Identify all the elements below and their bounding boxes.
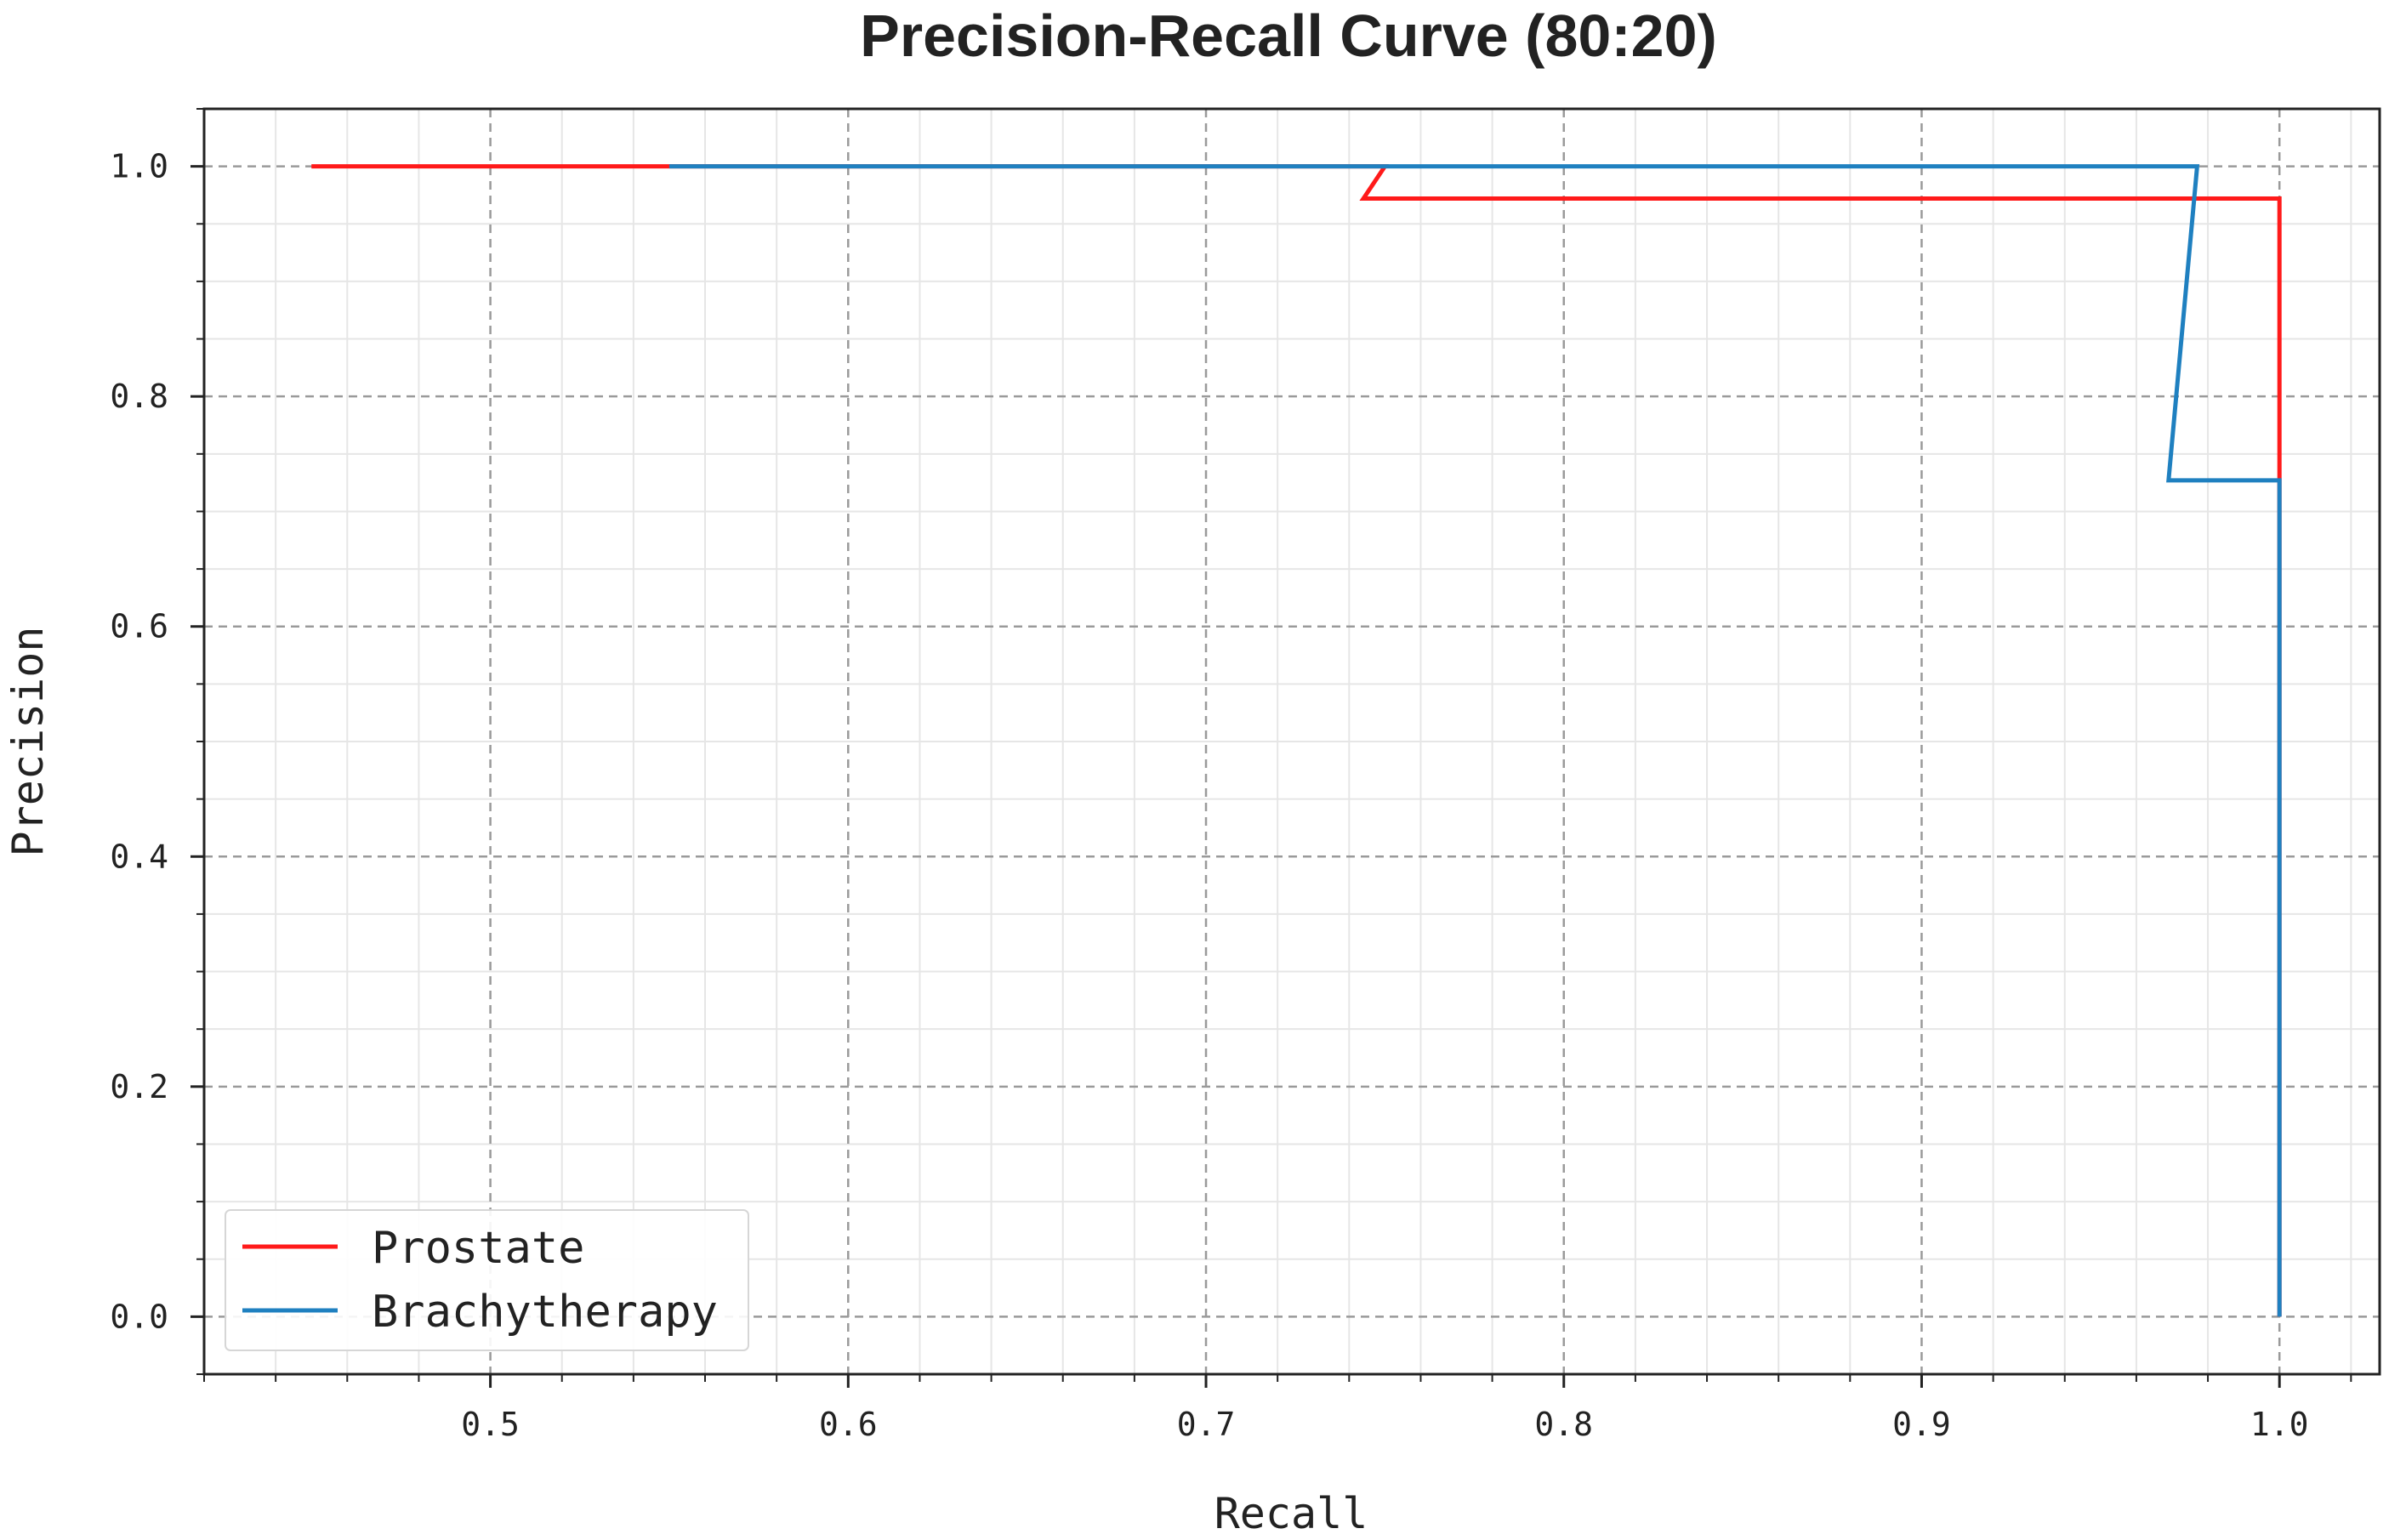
series-lines: [311, 164, 2282, 1317]
legend-label-brachytherapy: Brachytherapy: [372, 1287, 718, 1338]
x-axis-label: Recall: [1214, 1489, 1368, 1538]
x-tick-label: 0.5: [461, 1406, 520, 1443]
y-tick-label: 0.2: [110, 1068, 168, 1105]
y-tick-label: 0.4: [110, 838, 168, 875]
x-tick-label: 0.8: [1534, 1406, 1593, 1443]
y-tick-label: 0.0: [110, 1298, 168, 1335]
axis-ticks: [191, 108, 2352, 1388]
legend: Prostate Brachytherapy: [225, 1209, 749, 1351]
x-tick-label: 0.9: [1892, 1406, 1951, 1443]
x-tick-label: 1.0: [2250, 1406, 2309, 1443]
legend-frame: [225, 1209, 749, 1351]
x-tick-label: 0.7: [1177, 1406, 1236, 1443]
y-tick-label: 0.8: [110, 378, 168, 415]
series-line-brachytherapy: [668, 164, 2282, 1317]
legend-label-prostate: Prostate: [372, 1223, 584, 1274]
y-tick-label: 1.0: [110, 148, 168, 185]
x-tick-label: 0.6: [819, 1406, 878, 1443]
tick-labels: 0.5 0.6 0.7 0.8 0.9 1.0 0.0 0.2 0.4 0.6 0.8 1.0: [110, 148, 2308, 1443]
y-axis-label: Precision: [3, 627, 53, 857]
chart-title: Precision-Recall Curve (80:20): [860, 3, 1717, 69]
y-tick-label: 0.6: [110, 608, 168, 645]
